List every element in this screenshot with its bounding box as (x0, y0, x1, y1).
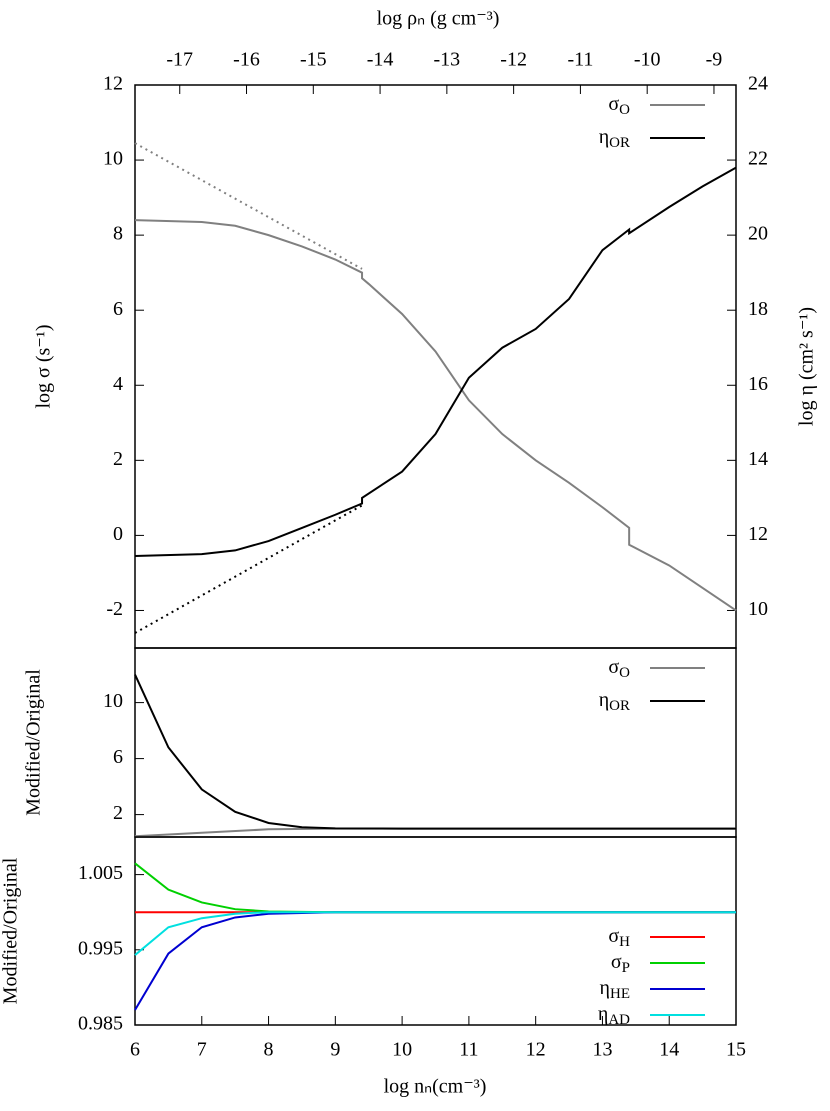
y-tick-label: 6 (113, 298, 123, 320)
x-tick-label: 7 (197, 1039, 207, 1061)
x-tick-label: 10 (392, 1039, 412, 1061)
y-axis-label: Modified/Original (23, 669, 45, 816)
x2-tick-label: -11 (567, 49, 593, 71)
y2-tick-label: 18 (748, 298, 768, 320)
data-line (134, 166, 737, 558)
x2-axis-label: log ρₙ (g cm⁻³) (377, 8, 500, 30)
legend-label: σO (608, 93, 630, 119)
y2-tick-label: 20 (748, 223, 768, 245)
y-tick-label: 10 (103, 690, 123, 712)
data-line (134, 862, 736, 914)
y2-tick-label: 12 (748, 523, 768, 545)
x2-tick-label: -9 (706, 49, 723, 71)
y-tick-label: 2 (113, 802, 123, 824)
x2-tick-label: -12 (500, 49, 527, 71)
data-line (134, 911, 736, 956)
y2-tick-label: 22 (748, 148, 768, 170)
data-line (134, 674, 736, 830)
x-tick-label: 12 (526, 1039, 546, 1061)
x2-tick-label: -16 (233, 49, 260, 71)
plot-frame (134, 647, 737, 838)
x2-tick-label: -17 (166, 49, 193, 71)
data-line (134, 911, 736, 1011)
legend-label: ηAD (598, 1003, 630, 1029)
x2-tick-label: -10 (634, 49, 661, 71)
x2-tick-label: -14 (367, 49, 394, 71)
y2-tick-label: 14 (748, 448, 768, 470)
x-tick-label: 13 (592, 1039, 612, 1061)
y-tick-label: 1.005 (78, 862, 123, 884)
y-tick-label: 4 (113, 373, 123, 395)
y-tick-label: 6 (113, 746, 123, 768)
y-tick-label: 0.985 (78, 1013, 123, 1035)
y-tick-label: 0 (113, 523, 123, 545)
y2-tick-label: 10 (748, 598, 768, 620)
y-tick-label: 12 (103, 73, 123, 95)
y2-tick-label: 24 (748, 73, 768, 95)
legend-label: ηOR (599, 126, 630, 152)
y2-axis-label: log η (cm² s⁻¹) (796, 307, 818, 426)
x-axis-label: log nₙ(cm⁻³) (384, 1076, 487, 1098)
plot-frame (134, 84, 737, 649)
y2-tick-label: 16 (748, 373, 768, 395)
y-tick-label: 8 (113, 223, 123, 245)
legend-label: σO (608, 656, 630, 682)
legend-label: σP (611, 951, 630, 977)
data-line (134, 219, 737, 612)
x-tick-label: 15 (726, 1039, 746, 1061)
x2-tick-label: -15 (300, 49, 327, 71)
y-tick-label: -2 (106, 598, 123, 620)
data-line (134, 142, 363, 270)
y-tick-label: 2 (113, 448, 123, 470)
legend-label: σH (608, 925, 630, 951)
legend-label: ηHE (600, 977, 630, 1003)
y-tick-label: 0.995 (78, 937, 123, 959)
x-tick-label: 11 (459, 1039, 478, 1061)
x-tick-label: 9 (330, 1039, 340, 1061)
plot-frame (134, 836, 737, 1026)
x-tick-label: 6 (130, 1039, 140, 1061)
y-tick-label: 10 (103, 148, 123, 170)
y-axis-label: Modified/Original (0, 857, 22, 1004)
data-line (134, 504, 363, 634)
data-line (134, 827, 736, 838)
y-axis-label: log σ (s⁻¹) (33, 325, 55, 409)
x2-tick-label: -13 (434, 49, 461, 71)
x-tick-label: 14 (659, 1039, 679, 1061)
x-tick-label: 8 (264, 1039, 274, 1061)
legend-label: ηOR (599, 689, 630, 715)
